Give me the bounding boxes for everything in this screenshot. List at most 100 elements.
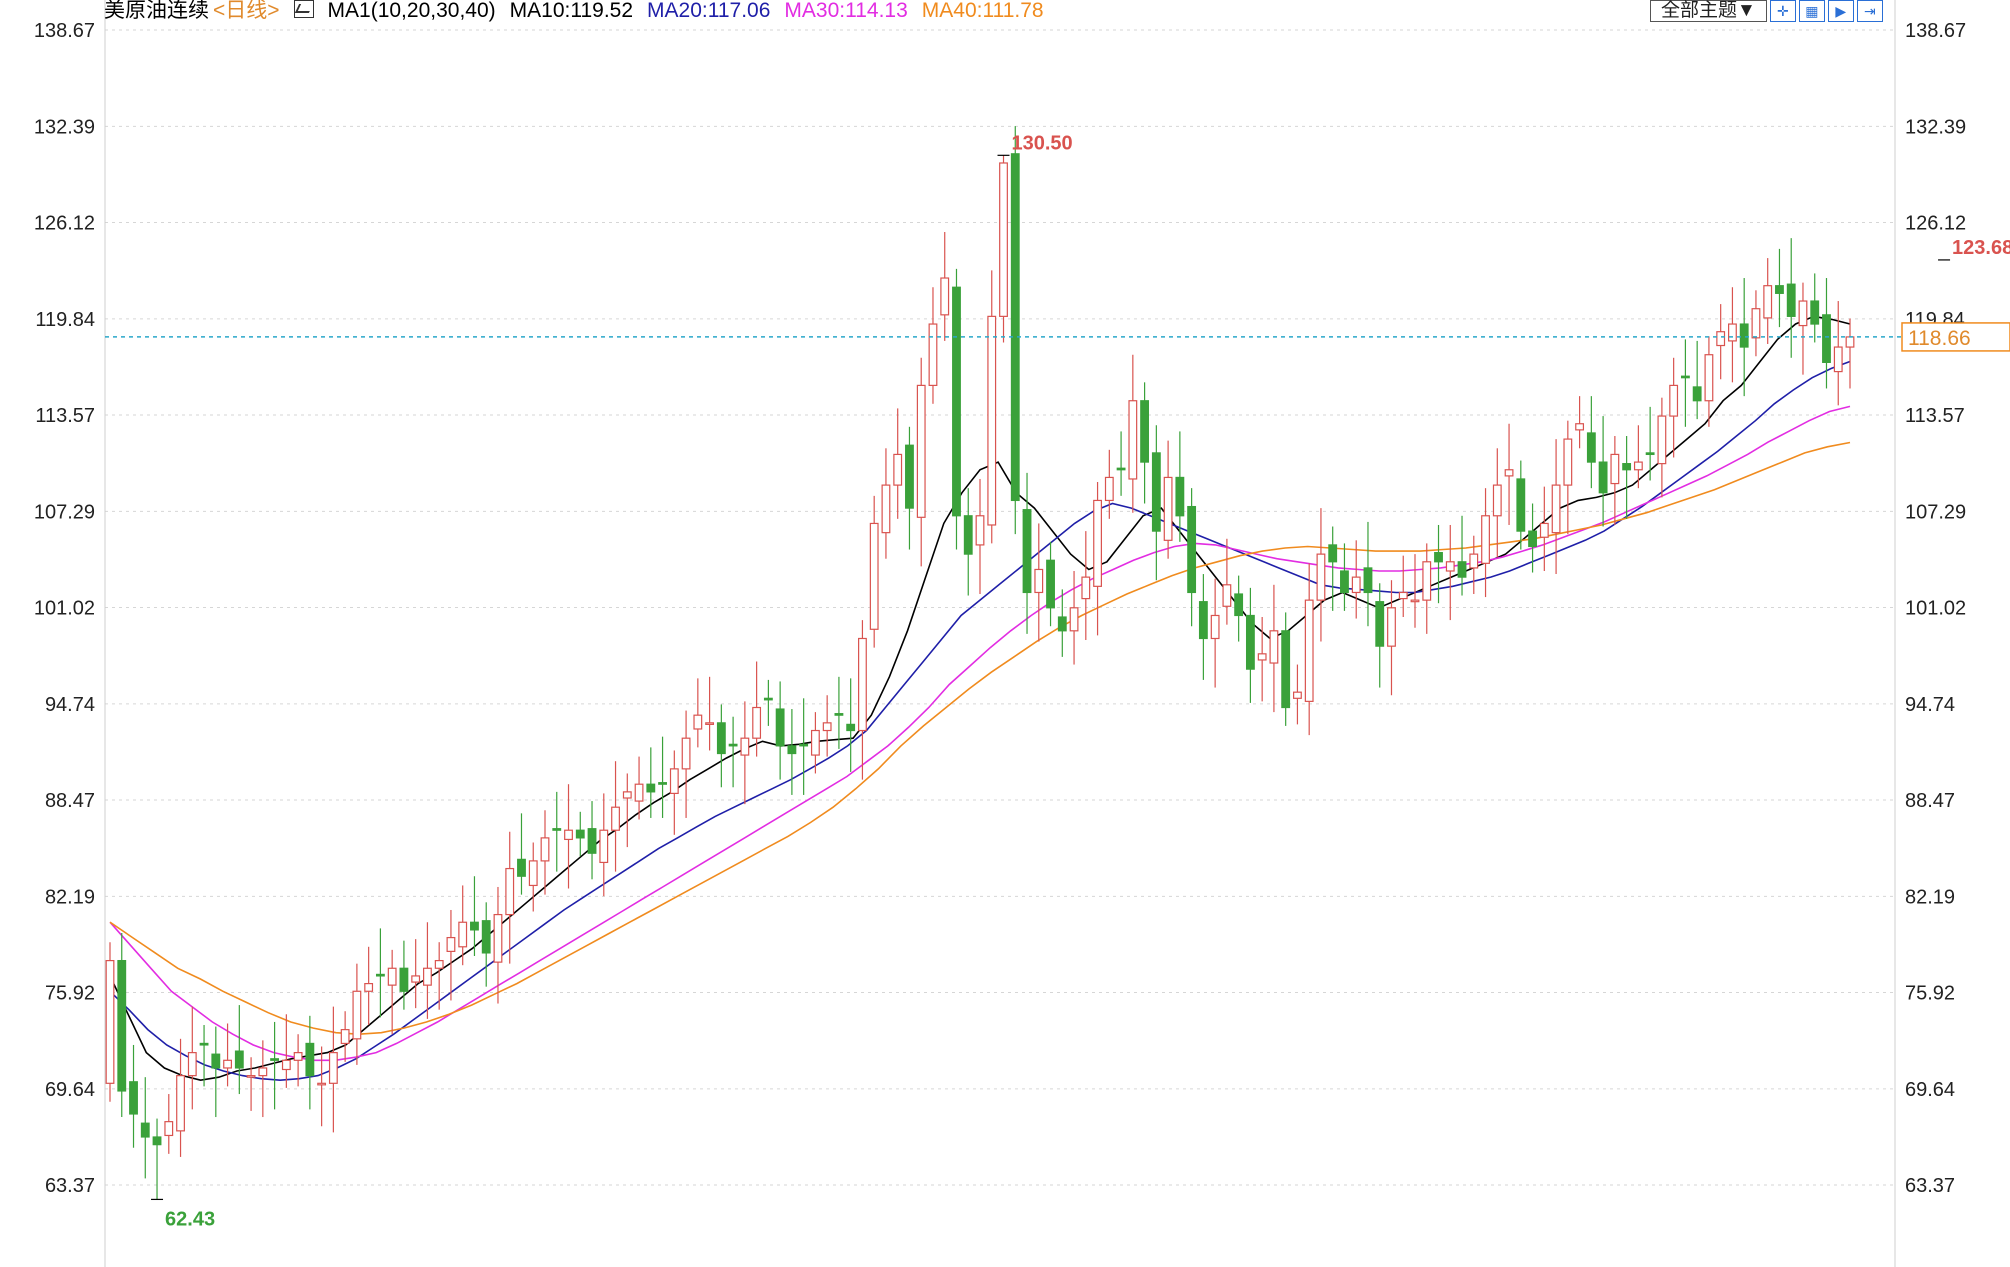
candle-body [1422,561,1432,601]
candle-body [399,967,409,992]
ma-indicator-icon[interactable] [293,0,314,18]
candle-body [1610,453,1620,485]
candle-body [423,967,432,986]
candle-body [1328,544,1338,563]
candle-body [564,829,573,841]
candle-body [1728,323,1737,342]
candles [105,126,1855,1200]
candle-body [975,515,985,546]
y-tick-label-left: 88.47 [45,790,95,812]
candle-body [1316,553,1326,601]
play-icon[interactable]: ▶ [1827,0,1854,22]
candle-body [1833,346,1843,373]
candle-body [328,1052,338,1084]
candle-body [129,1081,138,1115]
candle-body [1351,576,1361,594]
candle-body [1010,153,1020,502]
candle-body [1539,522,1549,538]
candle-body [199,1042,209,1046]
candle-body [987,315,997,526]
candle-body [787,745,797,755]
candle-body [834,713,844,716]
candle-body [340,1029,350,1045]
grid-icon[interactable]: ▦ [1798,0,1825,22]
candle-body [528,860,538,887]
candle-body [575,829,585,839]
candle-body [1104,476,1114,502]
candle-body [246,1075,256,1078]
candle-body [1563,438,1573,486]
candle-body [669,768,679,795]
candle-body [1363,567,1373,594]
candle-body [1845,336,1855,348]
y-tick-label-left: 119.84 [35,309,95,331]
candle-body [881,484,891,534]
candle-body [1775,285,1784,294]
candle-body [317,1082,327,1086]
last-price-label: 118.66 [1908,327,1971,350]
forward-icon[interactable]: ⇥ [1856,0,1883,22]
candle-body [1692,386,1702,402]
y-axis-left: 138.67 132.39 126.12 119.84 113.57 107.29 101.… [34,20,95,1197]
candle-body [505,867,515,916]
candle-body [705,722,715,725]
y-tick-label-left: 126.12 [34,213,95,235]
candle-body [611,806,620,831]
candle-body [458,921,468,948]
ma-indicator-label[interactable]: MA1(10,20,30,40) [327,0,496,22]
y-tick-label-left: 113.57 [35,405,95,427]
candle-body [1657,415,1667,465]
candle-body [1057,616,1067,632]
theme-dropdown-button[interactable]: 全部主题▼ [1650,0,1767,22]
candle-body [1680,375,1690,379]
candle-body [775,708,785,747]
candle-body [1116,467,1126,471]
candle-body [1234,593,1244,617]
candle-body [211,1053,221,1069]
candle-body [869,522,879,630]
candle-body [1704,354,1714,402]
candle-body [1739,323,1749,348]
ma-line-ma30 [109,405,1851,1062]
candle-body [446,936,456,952]
candle-body [223,1059,232,1069]
ma-line-ma10 [109,315,1851,1082]
y-tick-label-left: 63.37 [45,1175,95,1197]
candle-body [1575,423,1585,431]
crosshair-icon[interactable]: ✛ [1769,0,1796,22]
candle-body [1245,614,1255,670]
y-tick-label-right: 132.39 [1905,116,1966,138]
candle-body [1046,559,1055,609]
candle-body [387,967,397,986]
y-tick-label-left: 75.92 [45,983,95,1005]
candle-body [1504,469,1514,477]
candle-body [234,1050,244,1069]
candle-body [1445,561,1455,572]
y-tick-label-right: 63.37 [1905,1175,1955,1197]
candle-body [1293,691,1302,699]
candle-body [928,323,938,386]
candle-body [1669,384,1679,417]
candle-body [411,975,421,983]
candle-body [105,959,115,1084]
candle-body [1598,461,1608,494]
candle-body [152,1136,162,1146]
candle-body [810,729,820,756]
candle-body [1516,478,1526,532]
candle-body [1551,484,1561,534]
candle-body [1822,314,1831,363]
candle-body [1140,400,1150,463]
candle-body [1716,331,1726,347]
moving-average-lines [109,315,1851,1082]
candle-body [140,1122,150,1138]
candle-body [822,722,832,732]
candle-body [1093,499,1102,587]
candle-body [1163,476,1173,541]
symbol-name[interactable]: 美原油连续 [104,0,209,22]
toolbar: 全部主题▼ ✛ ▦ ▶ ⇥ [1650,0,1883,22]
candle-body [258,1067,268,1077]
chart-header: 美原油连续 <日线> MA1(10,20,30,40) MA10:119.52 MA20… [104,0,1058,26]
period-label[interactable]: <日线> [213,0,280,22]
candle-body [763,697,773,701]
